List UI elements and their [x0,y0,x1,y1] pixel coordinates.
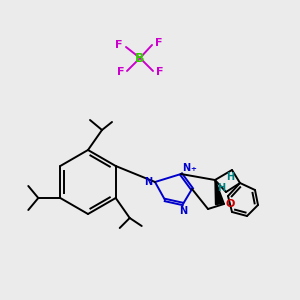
Text: N: N [182,163,190,173]
Text: O: O [225,199,235,209]
Polygon shape [215,180,223,205]
Text: F: F [155,38,163,48]
Text: N: N [179,206,187,216]
Text: N: N [144,177,152,187]
Text: B: B [135,52,145,64]
Text: H: H [226,172,234,182]
Text: F: F [115,40,123,50]
Text: F: F [117,67,125,77]
Text: +: + [190,166,196,172]
Text: H: H [217,183,225,193]
Text: F: F [156,67,164,77]
